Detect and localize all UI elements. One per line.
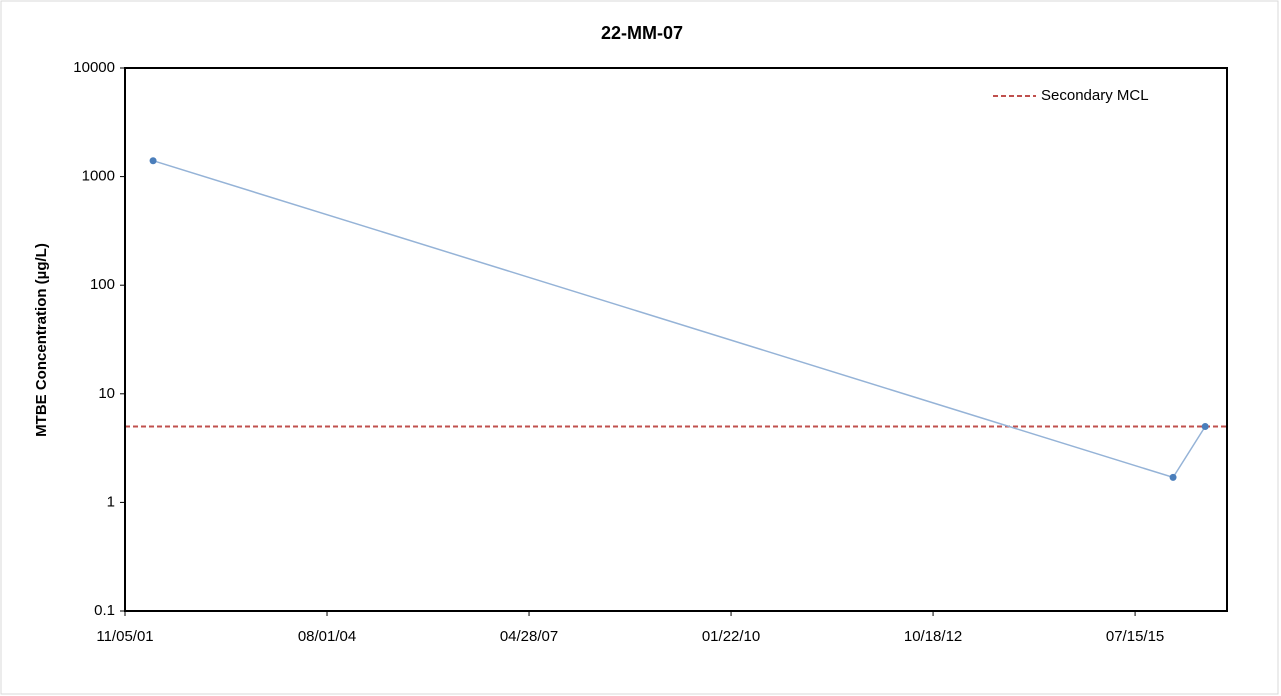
y-tick-label: 100 — [90, 276, 115, 293]
legend-label: Secondary MCL — [1041, 87, 1149, 104]
data-point — [149, 157, 157, 165]
y-tick-label: 1000 — [82, 168, 115, 185]
x-tick-label: 04/28/07 — [500, 628, 558, 645]
y-tick-label: 1 — [107, 493, 115, 510]
data-point — [1169, 473, 1177, 481]
y-tick-label: 10000 — [73, 59, 115, 76]
y-tick-label: 10 — [98, 385, 115, 402]
x-tick-label: 08/01/04 — [298, 628, 356, 645]
x-tick-label: 01/22/10 — [702, 628, 760, 645]
x-tick-label: 07/15/15 — [1106, 628, 1164, 645]
x-tick-label: 10/18/12 — [904, 628, 962, 645]
y-axis-label: MTBE Concentration (µg/L) — [33, 243, 50, 437]
data-point — [1201, 422, 1209, 430]
x-tick-label: 11/05/01 — [96, 628, 153, 645]
chart-title: 22-MM-07 — [601, 23, 683, 43]
y-tick-label: 0.1 — [94, 602, 115, 619]
plot-area — [124, 67, 1228, 612]
